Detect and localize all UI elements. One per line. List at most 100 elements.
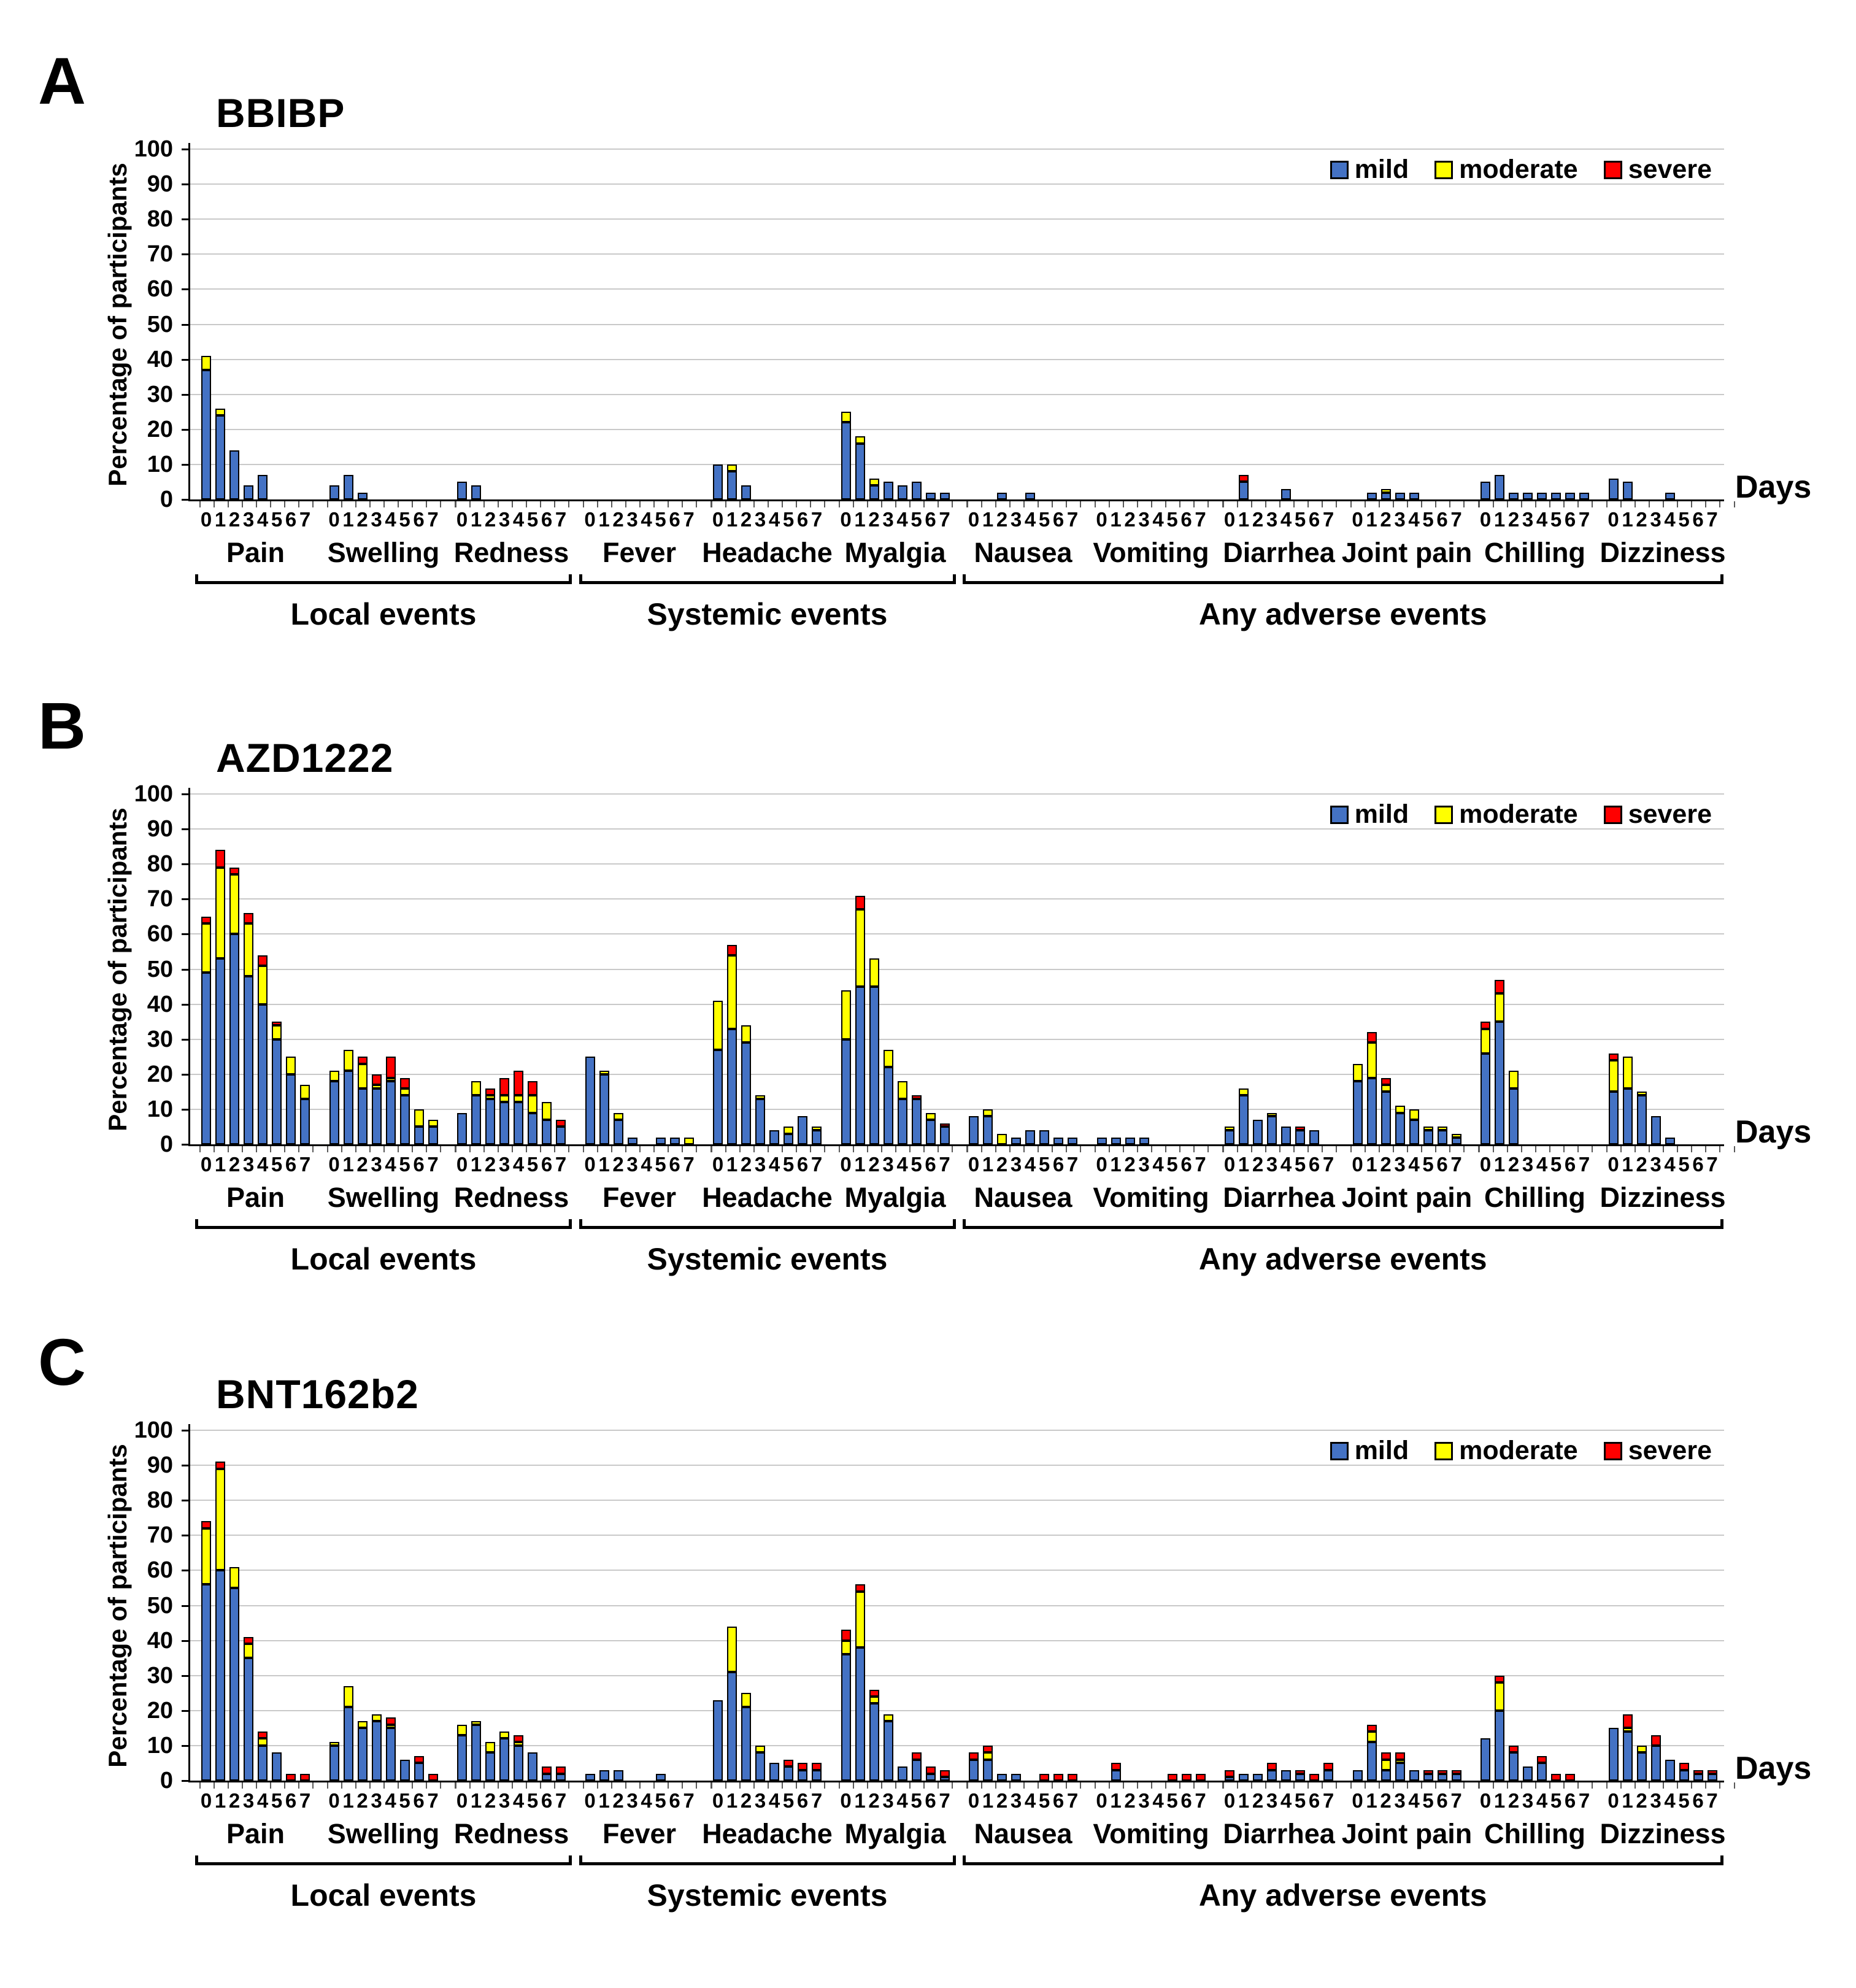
x-axis-tick xyxy=(568,1146,569,1152)
x-axis-tick xyxy=(1549,501,1550,507)
bar-segment-severe xyxy=(855,895,865,910)
y-axis-tick xyxy=(182,1465,190,1467)
bar-segment-moderate xyxy=(599,1071,609,1074)
x-axis-tick xyxy=(1095,501,1096,507)
bar-segment-mild xyxy=(1125,1137,1135,1144)
bar-segment-mild xyxy=(556,1773,566,1781)
x-day-label: 6 xyxy=(541,1789,553,1812)
x-axis-tick xyxy=(682,1782,683,1789)
y-axis-tick xyxy=(182,428,190,431)
x-day-label: 7 xyxy=(1066,1789,1079,1812)
x-day-label: 4 xyxy=(641,508,652,531)
bar-segment-moderate xyxy=(371,1714,382,1721)
bar-segment-mild xyxy=(1380,1770,1391,1781)
bar-segment-moderate xyxy=(841,990,851,1039)
x-axis-tick xyxy=(597,1146,598,1152)
gridline xyxy=(190,148,1724,150)
x-day-label: 5 xyxy=(911,508,922,531)
bar-segment-moderate xyxy=(1437,1127,1447,1131)
x-day-label: 6 xyxy=(1436,508,1448,531)
x-day-label: 5 xyxy=(1422,1789,1434,1812)
bar-segment-mild xyxy=(244,1658,253,1781)
x-day-label: 6 xyxy=(541,1153,553,1176)
x-axis-tick xyxy=(1037,1146,1039,1152)
x-axis-tick xyxy=(823,1782,825,1789)
bar-segment-moderate xyxy=(1423,1127,1433,1131)
x-day-label: 0 xyxy=(1096,1153,1107,1176)
x-axis-tick xyxy=(553,1146,555,1152)
bar-segment-mild xyxy=(769,1763,779,1781)
y-tick-label: 0 xyxy=(160,1131,173,1157)
section-label: Local events xyxy=(290,1878,477,1913)
x-axis-tick xyxy=(383,501,385,507)
x-axis-tick xyxy=(1079,1146,1081,1152)
x-day-label: 3 xyxy=(882,1789,894,1812)
bar-segment-mild xyxy=(655,1137,666,1144)
bar-segment-mild xyxy=(371,1088,382,1144)
bar-segment-severe xyxy=(939,1123,950,1127)
x-day-label: 6 xyxy=(796,1789,809,1812)
x-day-label: 1 xyxy=(854,1789,866,1812)
x-day-label: 4 xyxy=(1280,1789,1292,1812)
y-tick-label: 80 xyxy=(147,206,173,233)
bar-segment-mild xyxy=(1495,1022,1504,1144)
x-axis-tick xyxy=(1663,1782,1664,1789)
x-day-label: 0 xyxy=(584,508,596,531)
x-axis-tick xyxy=(1350,1782,1352,1789)
x-axis-line xyxy=(188,1781,1724,1782)
x-day-label: 5 xyxy=(271,1153,283,1176)
bar-segment-mild xyxy=(769,1130,779,1144)
x-axis-tick xyxy=(199,1782,201,1789)
x-axis-tick xyxy=(625,501,626,507)
category-label: Diarrhea xyxy=(1223,537,1335,568)
x-day-label: 1 xyxy=(982,508,994,531)
bar-segment-moderate xyxy=(357,1063,368,1088)
x-day-label: 1 xyxy=(1366,1789,1377,1812)
x-axis-tick xyxy=(283,501,285,507)
x-axis-tick xyxy=(355,501,356,507)
bar-segment-moderate xyxy=(869,958,879,987)
legend-item-mild: mild xyxy=(1330,801,1409,828)
category-label: Dizziness xyxy=(1600,537,1726,568)
x-axis-tick xyxy=(980,1782,982,1789)
x-axis-tick xyxy=(455,1146,456,1152)
y-axis-tick xyxy=(182,1500,190,1502)
category-label: Vomiting xyxy=(1093,1818,1209,1849)
bar-segment-mild xyxy=(869,485,879,499)
legend-item-mild: mild xyxy=(1330,156,1409,183)
x-axis-tick xyxy=(995,501,996,507)
x-axis-tick xyxy=(283,1146,285,1152)
x-axis-tick xyxy=(1591,1146,1593,1152)
category-label: Dizziness xyxy=(1600,1818,1726,1849)
bar-segment-mild xyxy=(1481,1738,1490,1781)
x-axis-tick xyxy=(1023,501,1025,507)
x-day-label: 6 xyxy=(669,1789,680,1812)
bar-segment-moderate xyxy=(229,1566,239,1588)
x-axis-tick xyxy=(1635,1782,1636,1789)
x-day-label: 7 xyxy=(427,1789,439,1812)
bar-segment-mild xyxy=(215,958,225,1144)
x-axis-tick xyxy=(469,501,471,507)
x-axis-tick xyxy=(1577,1782,1579,1789)
x-day-label: 1 xyxy=(342,508,354,531)
bar-segment-severe xyxy=(1608,1053,1619,1060)
bar-segment-severe xyxy=(1267,1763,1277,1770)
x-axis-tick xyxy=(710,1782,712,1789)
bar-segment-mild xyxy=(1053,1137,1063,1144)
bar-segment-mild xyxy=(1295,1130,1305,1144)
y-axis-tick xyxy=(182,1744,190,1747)
y-tick-label: 0 xyxy=(160,487,173,512)
x-axis-tick xyxy=(995,1782,996,1789)
bar-segment-moderate xyxy=(1495,993,1504,1022)
x-axis-tick xyxy=(1095,1782,1096,1789)
bar-segment-moderate xyxy=(414,1109,424,1127)
x-day-label: 6 xyxy=(1308,1153,1320,1176)
bar-segment-moderate xyxy=(883,1714,893,1721)
x-day-label: 1 xyxy=(1493,508,1506,531)
bar-segment-moderate xyxy=(428,1120,438,1127)
category-label: Joint pain xyxy=(1341,537,1473,568)
x-day-label: 5 xyxy=(782,1789,795,1812)
bar-segment-mild xyxy=(784,1766,793,1781)
bar-segment-mild xyxy=(399,1095,410,1144)
bar-segment-moderate xyxy=(244,923,253,976)
